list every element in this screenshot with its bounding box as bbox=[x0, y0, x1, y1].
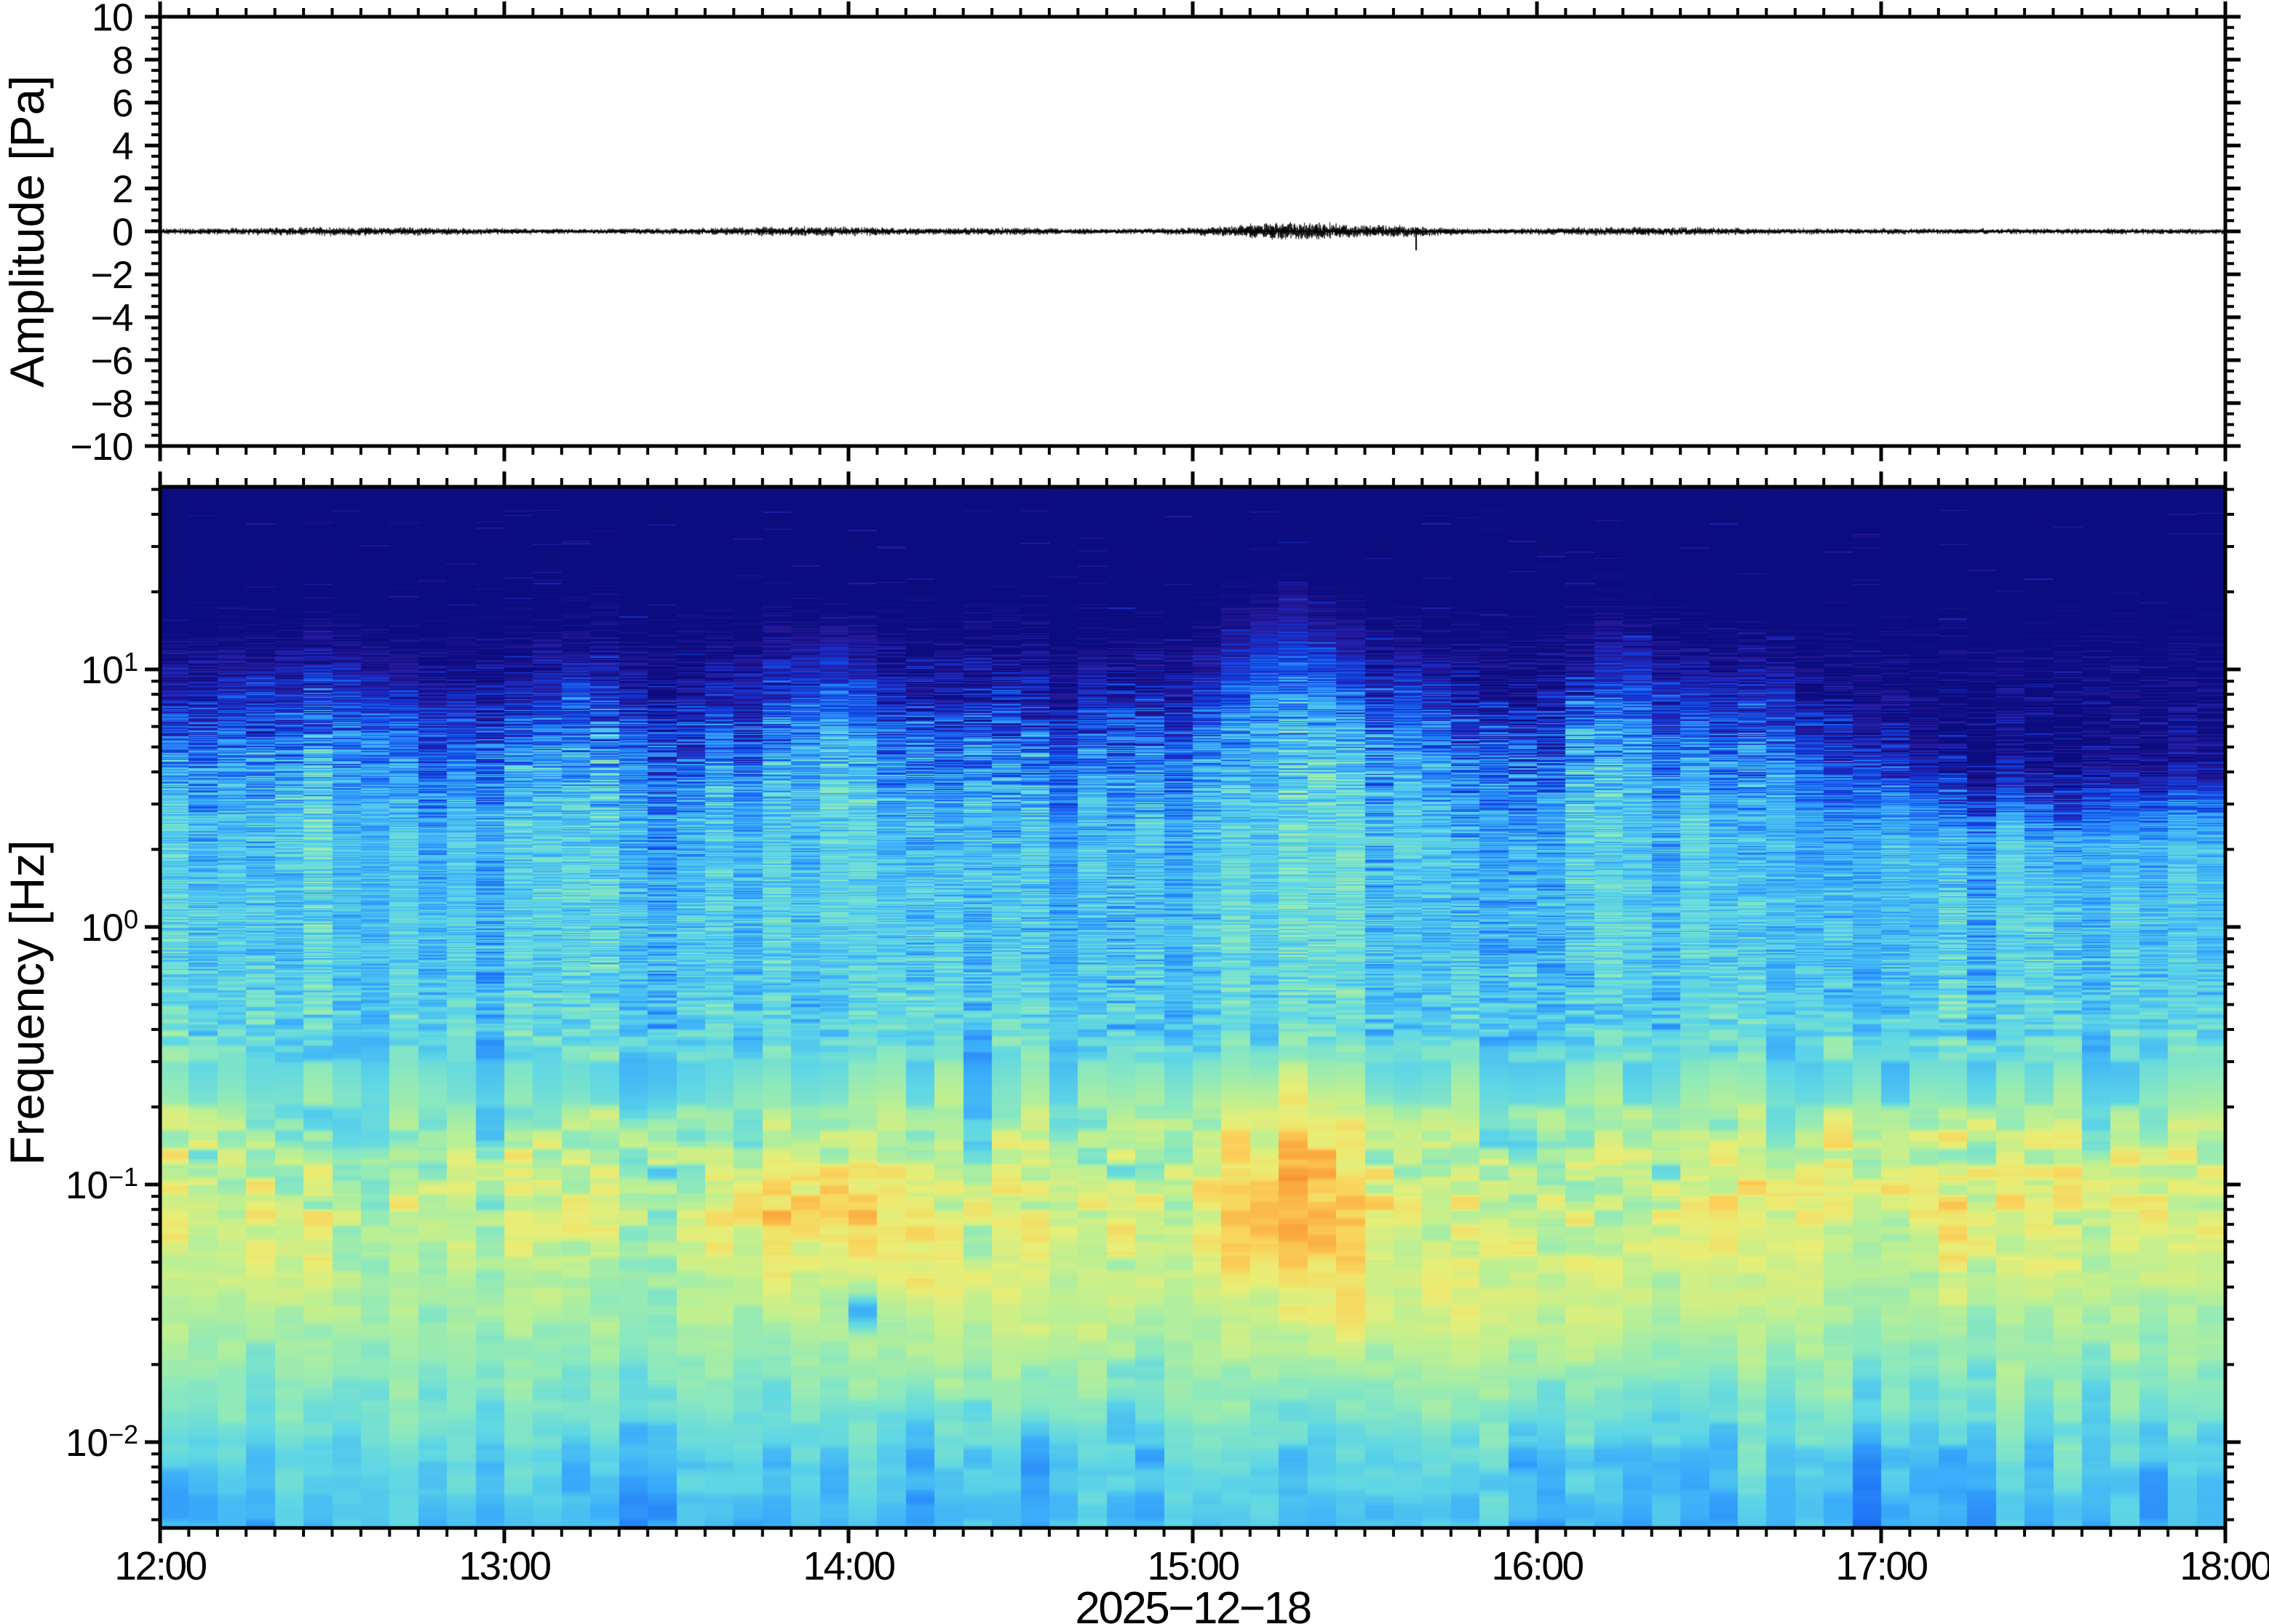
svg-text:2: 2 bbox=[112, 168, 132, 211]
svg-text:2025−12−18: 2025−12−18 bbox=[1075, 1583, 1310, 1624]
svg-text:−4: −4 bbox=[91, 297, 132, 340]
svg-text:−2: −2 bbox=[91, 254, 132, 297]
svg-text:17:00: 17:00 bbox=[1835, 1543, 1927, 1588]
svg-text:4: 4 bbox=[112, 125, 132, 168]
svg-text:6: 6 bbox=[112, 82, 132, 125]
svg-text:8: 8 bbox=[112, 39, 132, 82]
svg-text:12:00: 12:00 bbox=[114, 1543, 206, 1588]
svg-text:14:00: 14:00 bbox=[803, 1543, 894, 1588]
svg-text:10−1: 10−1 bbox=[65, 1162, 138, 1207]
svg-text:−10: −10 bbox=[71, 426, 132, 469]
svg-text:15:00: 15:00 bbox=[1147, 1543, 1239, 1588]
svg-text:16:00: 16:00 bbox=[1491, 1543, 1583, 1588]
svg-text:100: 100 bbox=[81, 904, 138, 950]
svg-text:10−2: 10−2 bbox=[65, 1420, 138, 1465]
svg-text:−8: −8 bbox=[91, 383, 132, 426]
svg-text:Frequency [Hz]: Frequency [Hz] bbox=[0, 840, 54, 1166]
svg-text:Amplitude [Pa]: Amplitude [Pa] bbox=[0, 75, 54, 387]
svg-text:0: 0 bbox=[112, 211, 132, 254]
svg-text:101: 101 bbox=[81, 647, 138, 692]
svg-text:10: 10 bbox=[92, 0, 132, 39]
svg-text:−6: −6 bbox=[91, 340, 132, 383]
svg-text:18:00: 18:00 bbox=[2179, 1543, 2269, 1588]
svg-text:13:00: 13:00 bbox=[458, 1543, 550, 1588]
